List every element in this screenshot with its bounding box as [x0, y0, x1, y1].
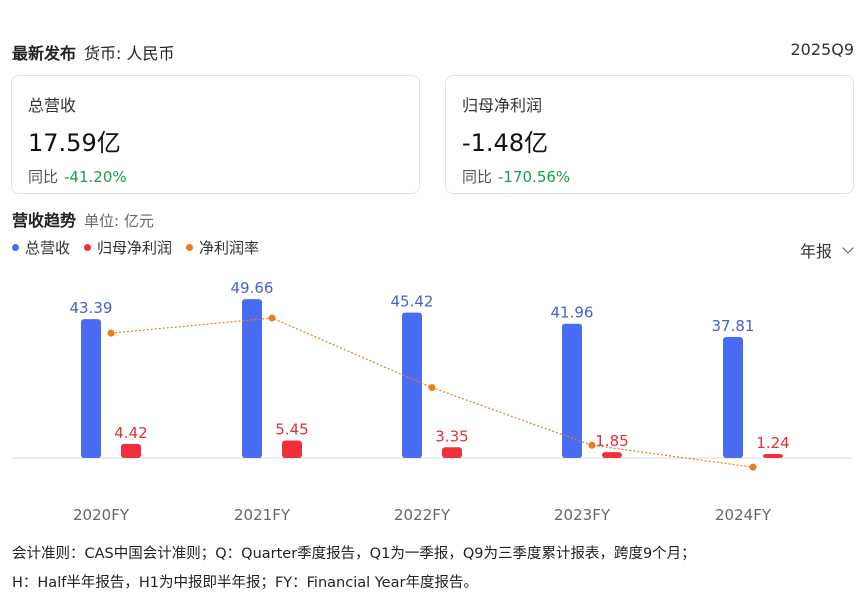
- trend-unit: 单位: 亿元: [84, 212, 154, 230]
- net-profit-bar: [763, 454, 783, 458]
- revenue-bar: [242, 299, 262, 458]
- net-profit-bar: [121, 443, 141, 458]
- legend-label: 总营收: [25, 239, 71, 257]
- legend-dot-icon: [84, 244, 92, 251]
- revenue-data-label: 41.96: [551, 304, 594, 322]
- net-profit-data-label: 1.85: [595, 432, 628, 450]
- legend-item-net-profit[interactable]: 归母净利润: [84, 237, 172, 258]
- revenue-card: 总营收 17.59亿 同比 -41.20%: [11, 75, 420, 194]
- net-profit-data-label: 1.24: [756, 434, 789, 452]
- report-period: 2025Q9: [790, 40, 855, 59]
- revenue-bar: [81, 319, 101, 458]
- net-margin-point: [107, 329, 115, 337]
- legend-item-revenue[interactable]: 总营收: [12, 237, 70, 258]
- revenue-data-label: 45.42: [391, 293, 434, 311]
- x-tick-label: 2020FY: [73, 506, 130, 524]
- net-margin-point: [428, 384, 436, 392]
- accounting-footnote: 会计准则：CAS中国会计准则；Q：Quarter季度报告，Q1为一季报，Q9为三…: [12, 540, 857, 598]
- revenue-bar: [562, 323, 582, 458]
- yoy-label: 同比: [462, 168, 493, 186]
- net-profit-data-label: 5.45: [275, 421, 308, 439]
- net-margin-point: [268, 314, 276, 322]
- legend-dot-icon: [186, 244, 194, 251]
- revenue-data-label: 49.66: [231, 279, 274, 297]
- footnote-line: H：Half半年报告，H1为中报即半年报；FY：Financial Year年度…: [12, 575, 478, 591]
- net-profit-bar: [602, 452, 622, 458]
- legend-label: 归母净利润: [97, 239, 173, 257]
- revenue-bar: [723, 337, 743, 458]
- legend-dot-icon: [12, 244, 19, 251]
- net-profit-data-label: 4.42: [114, 424, 147, 442]
- yoy-value: -170.56%: [498, 168, 571, 186]
- x-tick-label: 2022FY: [394, 506, 451, 524]
- yoy-value: -41.20%: [64, 168, 127, 186]
- net-profit-bar: [282, 440, 302, 458]
- revenue-value: 17.59亿: [28, 129, 121, 157]
- net-profit-label: 归母净利润: [462, 96, 543, 115]
- footnote-line: 会计准则：CAS中国会计准则；Q：Quarter季度报告，Q1为一季报，Q9为三…: [12, 546, 696, 562]
- net-profit-yoy: 同比 -170.56%: [462, 166, 837, 187]
- net-margin-line: [110, 317, 754, 468]
- period-type-dropdown[interactable]: 年报: [799, 238, 854, 262]
- revenue-label: 总营收: [28, 96, 77, 115]
- x-tick-label: 2021FY: [234, 506, 291, 524]
- net-profit-value: -1.48亿: [462, 129, 549, 157]
- section-header: 最新发布 货币: 人民币: [12, 40, 175, 64]
- x-tick-label: 2023FY: [554, 506, 611, 524]
- legend-label: 净利润率: [199, 239, 260, 257]
- net-margin-point: [588, 441, 596, 449]
- chevron-down-icon: [842, 242, 854, 254]
- x-tick-label: 2024FY: [715, 506, 772, 524]
- section-title: 最新发布: [12, 44, 77, 63]
- trend-header: 营收趋势 单位: 亿元: [12, 207, 154, 231]
- net-profit-card: 归母净利润 -1.48亿 同比 -170.56%: [445, 75, 854, 194]
- revenue-bar: [402, 312, 422, 458]
- trend-title: 营收趋势: [12, 211, 77, 230]
- yoy-label: 同比: [28, 168, 59, 186]
- revenue-data-label: 37.81: [712, 317, 755, 335]
- net-profit-data-label: 3.35: [435, 427, 468, 445]
- revenue-yoy: 同比 -41.20%: [28, 166, 403, 187]
- legend-item-margin[interactable]: 净利润率: [186, 237, 259, 258]
- net-profit-bar: [442, 447, 462, 458]
- revenue-data-label: 43.39: [70, 299, 113, 317]
- period-type-label: 年报: [799, 242, 832, 261]
- revenue-trend-chart: 43.39 4.42 2020FY 49.66 5.45 2021FY 45.42 3.35 2…: [12, 279, 852, 524]
- currency-label: 货币: 人民币: [84, 44, 175, 63]
- net-margin-point: [749, 463, 757, 471]
- chart-legend: 总营收 归母净利润 净利润率: [12, 237, 259, 258]
